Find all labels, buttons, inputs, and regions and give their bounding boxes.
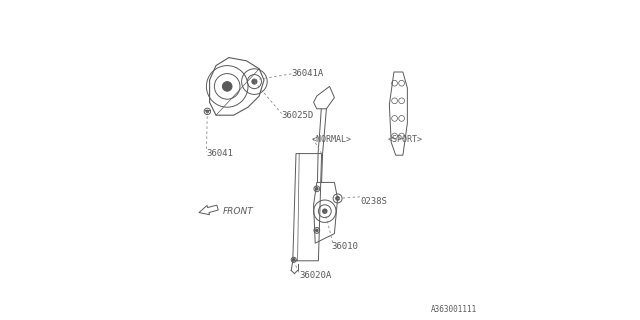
Text: 0238S: 0238S <box>360 197 387 206</box>
Circle shape <box>252 79 257 84</box>
Circle shape <box>336 196 340 200</box>
Circle shape <box>316 229 318 232</box>
Circle shape <box>323 209 327 213</box>
Text: <SPORT>: <SPORT> <box>387 135 422 144</box>
Text: 36025D: 36025D <box>282 111 314 120</box>
Circle shape <box>316 188 318 190</box>
Text: 36041: 36041 <box>206 149 233 158</box>
Text: 36010: 36010 <box>332 242 358 251</box>
Text: <NORMAL>: <NORMAL> <box>312 135 352 144</box>
Text: 36041A: 36041A <box>291 69 323 78</box>
Text: FRONT: FRONT <box>223 207 254 216</box>
Text: 36020A: 36020A <box>300 271 332 280</box>
Circle shape <box>206 110 209 113</box>
Text: A363001111: A363001111 <box>431 305 477 314</box>
Circle shape <box>223 82 232 91</box>
Circle shape <box>292 259 295 261</box>
